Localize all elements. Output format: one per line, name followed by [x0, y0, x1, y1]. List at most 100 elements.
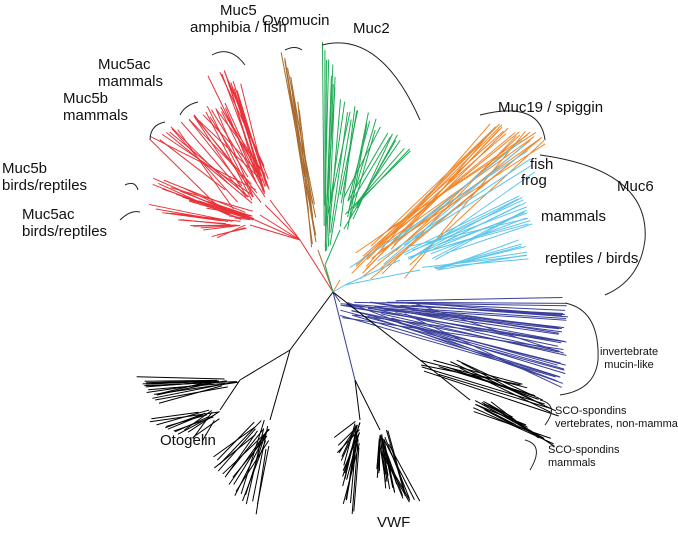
label-muc5ac-birds-reptiles: Muc5ac birds/reptiles	[22, 206, 107, 241]
leaf-branch	[150, 139, 227, 215]
leaf-branch	[198, 200, 254, 219]
leaf-branch	[347, 302, 558, 382]
leaf-branch	[151, 381, 220, 387]
leaf-branch	[328, 101, 346, 210]
leaf-branch	[163, 179, 246, 213]
label-reptiles-birds: reptiles / birds	[545, 250, 639, 267]
leaf-branch	[224, 430, 258, 478]
leaf-branch	[200, 224, 239, 229]
leaf-branch	[170, 126, 230, 185]
leaf-branch	[380, 313, 567, 356]
leaf-branch	[339, 110, 359, 196]
leaf-branch	[206, 105, 253, 198]
leaf-branch	[397, 322, 566, 375]
leaf-branch	[445, 251, 528, 266]
bracket-muc5ac-birds	[119, 211, 141, 221]
leaf-branch	[347, 120, 371, 202]
leaf-branch	[347, 132, 389, 201]
leaf-branch	[351, 123, 500, 274]
leaf-branch	[145, 380, 219, 385]
stem-branch	[332, 291, 356, 381]
leaf-branch	[228, 215, 252, 220]
label-line: mucin-like	[604, 358, 654, 371]
bracket-sco-nonmammals	[539, 399, 552, 426]
leaf-branch	[342, 431, 357, 487]
leaf-branch	[354, 301, 567, 307]
leaf-branch	[340, 303, 566, 320]
leaf-branch	[165, 414, 208, 427]
leaf-branch	[209, 116, 249, 178]
leaf-branch	[321, 41, 325, 226]
leaf-branch	[402, 310, 563, 333]
leaf-branch	[422, 255, 528, 268]
leaf-branch	[180, 121, 247, 198]
label-muc2: Muc2	[353, 20, 390, 37]
bracket-muc5ac-mammals	[179, 101, 199, 116]
leaf-branch	[202, 420, 215, 441]
label-sco-spondins-mammals: SCO-spondins mammals	[548, 444, 620, 469]
bracket-invertebrate	[559, 302, 599, 396]
leaf-branch	[170, 187, 253, 212]
leaf-branch	[388, 443, 421, 502]
label-line: SCO-spondins	[548, 444, 620, 456]
label-line: invertebrate	[600, 346, 659, 358]
leaf-branch	[395, 296, 563, 302]
leaf-branch	[221, 73, 259, 173]
leaf-branch	[225, 107, 256, 181]
leaf-branch	[157, 380, 213, 395]
stem-branch	[299, 239, 334, 293]
label-vwf: VWF	[377, 514, 411, 531]
label-line: Muc5ac	[98, 56, 151, 73]
stem-branch	[269, 349, 291, 421]
leaf-branch	[216, 421, 255, 461]
leaf-branch	[187, 411, 220, 433]
label-line: Muc5b	[2, 160, 48, 177]
leaf-branch	[216, 109, 254, 198]
stem-branch	[354, 379, 381, 431]
leaf-branch	[376, 444, 380, 478]
leaf-branch	[202, 114, 263, 177]
leaf-branch	[353, 136, 391, 199]
leaf-branch	[362, 130, 504, 257]
leaf-branch	[377, 158, 531, 262]
leaf-branch	[252, 425, 269, 502]
leaf-branch	[156, 409, 210, 426]
leaf-branch	[228, 434, 265, 485]
stem-branch	[259, 214, 301, 241]
leaf-branch	[407, 201, 527, 260]
stem-branch	[324, 229, 341, 266]
leaf-branch	[171, 128, 239, 203]
bracket-muc5b-birds	[124, 182, 139, 191]
leaf-branch	[240, 419, 265, 495]
leaf-branch	[411, 196, 523, 258]
leaf-branch	[343, 423, 356, 466]
leaf-branch	[194, 116, 248, 198]
label-invertebrate-mucin-like: invertebrate mucin-like	[600, 346, 658, 371]
leaf-branch	[205, 111, 253, 201]
label-line: mammals	[63, 107, 129, 125]
leaf-branch	[233, 428, 269, 485]
leaf-branch	[393, 131, 520, 234]
leaf-branch	[193, 224, 233, 227]
leaf-branch	[370, 127, 496, 247]
label-muc5b-birds-reptiles: Muc5b birds/reptiles	[2, 160, 87, 195]
leaf-branch	[217, 428, 256, 472]
leaf-branch	[376, 438, 380, 470]
leaf-branch	[487, 403, 531, 433]
leaf-branch	[383, 439, 415, 500]
label-ovomucin: Ovomucin	[262, 12, 330, 29]
leaf-branch	[221, 207, 253, 217]
leaf-branch	[407, 220, 531, 258]
bracket-muc2	[321, 42, 421, 121]
label-line: vertebrates, non-mammals	[555, 417, 678, 430]
leaf-branch	[435, 245, 522, 270]
leaf-branch	[219, 420, 262, 465]
leaf-branch	[325, 111, 351, 227]
label-line: Muc5ac	[22, 206, 75, 223]
leaf-branch	[412, 206, 528, 251]
leaf-branch	[340, 309, 565, 371]
leaf-branch	[438, 374, 552, 410]
leaf-branch	[297, 101, 313, 248]
